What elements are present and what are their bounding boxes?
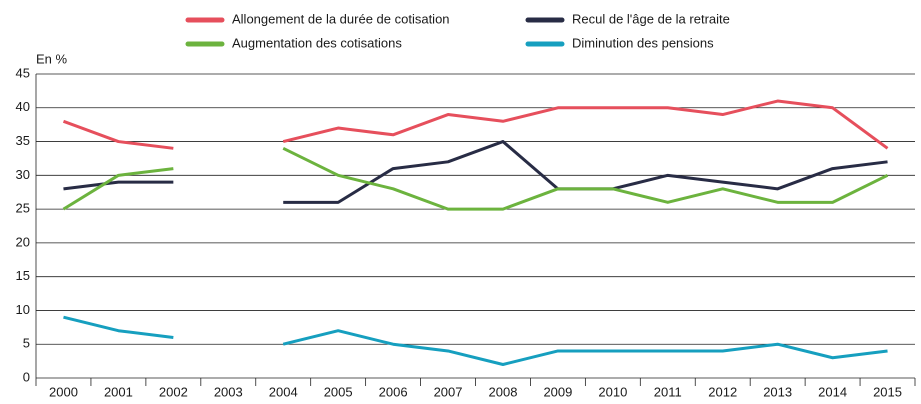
y-tick-label: 10	[16, 302, 30, 317]
y-tick-label: 30	[16, 167, 30, 182]
x-tick-label: 2009	[543, 384, 572, 399]
legend-label: Diminution des pensions	[572, 35, 714, 50]
y-tick-label: 15	[16, 268, 30, 283]
y-tick-label: 25	[16, 201, 30, 216]
series-line	[62, 146, 889, 211]
y-tick-label: 0	[23, 369, 30, 384]
x-tick-label: 2014	[818, 384, 847, 399]
x-tick-label: 2011	[654, 384, 682, 399]
series-line	[63, 315, 888, 366]
x-tick-label: 2001	[104, 384, 133, 399]
y-tick-label: 20	[16, 234, 30, 249]
series-line	[62, 99, 889, 150]
x-tick-label: 2007	[434, 384, 463, 399]
x-tick-label: 2004	[269, 384, 298, 399]
legend-label: Recul de l'âge de la retraite	[572, 11, 730, 26]
x-tick-label: 2006	[379, 384, 408, 399]
x-tick-label: 2002	[159, 384, 188, 399]
y-tick-label: 5	[23, 336, 30, 351]
x-tick-label: 2010	[598, 384, 627, 399]
legend-label: Allongement de la durée de cotisation	[232, 11, 450, 26]
x-tick-label: 2015	[873, 384, 902, 399]
y-tick-label: 40	[16, 99, 30, 114]
x-tick-label: 2005	[324, 384, 353, 399]
legend-label: Augmentation des cotisations	[232, 35, 402, 50]
y-tick-label: 45	[16, 65, 30, 80]
y-axis-label: En %	[36, 51, 68, 66]
x-tick-label: 2013	[763, 384, 792, 399]
series-line	[63, 140, 888, 204]
x-tick-label: 2000	[49, 384, 78, 399]
y-tick-label: 35	[16, 133, 30, 148]
x-tick-label: 2003	[214, 384, 243, 399]
x-tick-label: 2012	[708, 384, 737, 399]
x-tick-label: 2008	[489, 384, 518, 399]
